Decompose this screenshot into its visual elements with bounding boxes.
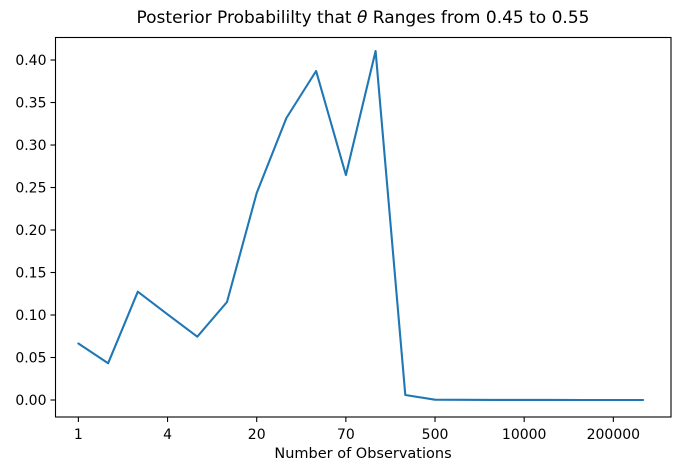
y-tick-label: 0.05: [15, 351, 46, 367]
chart-title-prefix: Posterior Probabililty that: [136, 8, 357, 28]
x-tick-label: 4: [163, 427, 172, 443]
y-tick-label: 0.35: [15, 96, 46, 112]
x-axis-label: Number of Observations: [274, 446, 452, 462]
x-tick-label: 10000: [502, 427, 547, 443]
x-tick-label: 200000: [587, 427, 640, 443]
x-tick-label: 500: [422, 427, 449, 443]
theta-symbol: θ: [356, 8, 368, 28]
chart-title-suffix: Ranges from 0.45 to 0.55: [367, 8, 590, 28]
y-tick-label: 0.30: [15, 138, 46, 154]
x-tick-label: 20: [248, 427, 266, 443]
y-tick-label: 0.20: [15, 223, 46, 239]
posterior-probability-line: [77, 49, 645, 402]
plot-border: [54, 36, 672, 418]
y-tick-label: 0.25: [15, 181, 46, 197]
y-tick-label: 0.40: [15, 53, 46, 69]
x-tick-label: 70: [337, 427, 355, 443]
x-tick-label: 1: [74, 427, 83, 443]
chart-title: Posterior Probabililty that θ Ranges fro…: [46, 6, 680, 30]
y-tick-label: 0.00: [15, 393, 46, 409]
y-tick-label: 0.15: [15, 266, 46, 282]
y-tick-label: 0.10: [15, 308, 46, 324]
